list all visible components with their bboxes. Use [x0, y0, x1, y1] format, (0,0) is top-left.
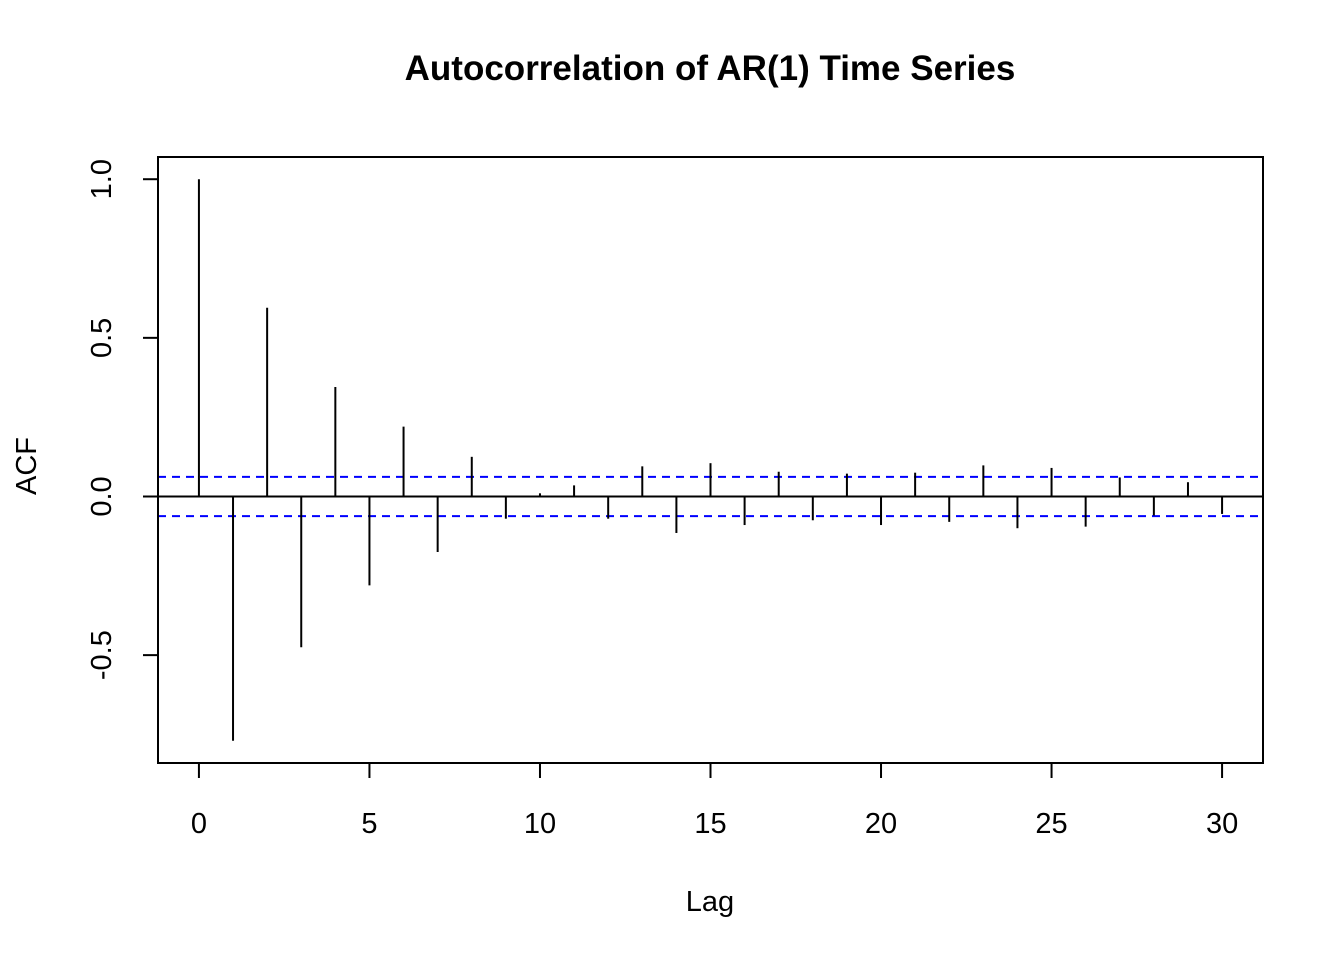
plot-frame [157, 156, 1264, 764]
x-tick-label: 15 [694, 808, 726, 840]
x-tick-label: 5 [361, 808, 377, 840]
y-tick-label: 1.0 [86, 159, 118, 199]
x-tick-label: 0 [191, 808, 207, 840]
y-axis-label: ACF [11, 437, 43, 495]
x-tick-label: 20 [865, 808, 897, 840]
x-tick-label: 10 [524, 808, 556, 840]
y-tick-label: 0.0 [86, 476, 118, 516]
x-axis-label: Lag [686, 886, 734, 918]
x-tick-label: 25 [1035, 808, 1067, 840]
x-tick-label: 30 [1206, 808, 1238, 840]
y-tick-label: 0.5 [86, 318, 118, 358]
chart-title: Autocorrelation of AR(1) Time Series [405, 49, 1016, 88]
y-tick-label: -0.5 [86, 630, 118, 680]
chart-marks: 0 5 10 15 20 25 30 -0.5 0.0 0.5 1.0 [86, 159, 1263, 840]
